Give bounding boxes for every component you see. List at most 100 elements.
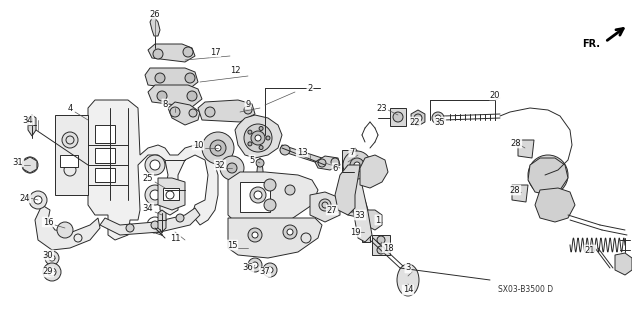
Text: 32: 32 <box>215 161 226 170</box>
Polygon shape <box>315 156 340 170</box>
Circle shape <box>287 229 293 235</box>
Bar <box>163 188 179 200</box>
Text: 10: 10 <box>193 140 204 149</box>
Polygon shape <box>348 148 372 242</box>
Circle shape <box>248 258 262 272</box>
Circle shape <box>155 73 165 83</box>
Text: 1: 1 <box>375 215 380 225</box>
Text: 11: 11 <box>170 234 180 243</box>
Polygon shape <box>158 210 166 232</box>
Circle shape <box>150 190 160 200</box>
Circle shape <box>263 263 277 277</box>
Text: 35: 35 <box>435 117 446 126</box>
Text: 37: 37 <box>260 268 270 276</box>
Circle shape <box>266 136 270 140</box>
Circle shape <box>331 158 339 166</box>
Circle shape <box>29 191 47 209</box>
Circle shape <box>187 91 197 101</box>
Polygon shape <box>55 115 88 195</box>
Polygon shape <box>615 253 632 275</box>
Polygon shape <box>145 68 198 90</box>
Polygon shape <box>535 188 575 222</box>
Text: 2: 2 <box>307 84 313 92</box>
Circle shape <box>157 91 167 101</box>
Text: 34: 34 <box>143 204 154 212</box>
Circle shape <box>210 140 226 156</box>
Circle shape <box>435 115 441 121</box>
Polygon shape <box>228 218 322 258</box>
Circle shape <box>170 107 180 117</box>
Bar <box>60 155 78 167</box>
Circle shape <box>227 163 237 173</box>
Circle shape <box>267 267 273 273</box>
Text: SX03-B3500 D: SX03-B3500 D <box>498 285 553 294</box>
Polygon shape <box>335 165 360 215</box>
Circle shape <box>255 135 261 141</box>
Polygon shape <box>158 178 185 210</box>
Polygon shape <box>168 102 200 125</box>
Circle shape <box>153 49 163 59</box>
Bar <box>95 125 115 143</box>
Bar <box>390 108 406 126</box>
Circle shape <box>205 107 215 117</box>
Circle shape <box>254 191 262 199</box>
Circle shape <box>377 246 385 254</box>
Text: 4: 4 <box>68 103 73 113</box>
Text: 25: 25 <box>143 173 153 182</box>
Circle shape <box>354 162 360 168</box>
Polygon shape <box>340 198 368 218</box>
Circle shape <box>252 262 258 268</box>
Circle shape <box>57 222 73 238</box>
Polygon shape <box>360 155 388 188</box>
Circle shape <box>248 228 262 242</box>
Polygon shape <box>100 208 200 235</box>
Circle shape <box>145 155 165 175</box>
Polygon shape <box>362 210 382 230</box>
Bar <box>240 182 270 212</box>
Circle shape <box>145 185 165 205</box>
Polygon shape <box>228 172 318 225</box>
Circle shape <box>45 251 59 265</box>
Circle shape <box>264 199 276 211</box>
Circle shape <box>185 73 195 83</box>
Text: 26: 26 <box>150 10 161 19</box>
Text: 30: 30 <box>43 251 53 260</box>
Text: FR.: FR. <box>582 39 600 49</box>
Polygon shape <box>518 140 534 158</box>
Circle shape <box>528 155 568 195</box>
Circle shape <box>183 47 193 57</box>
Polygon shape <box>28 115 36 136</box>
Bar <box>280 145 325 164</box>
Circle shape <box>150 160 160 170</box>
Text: 7: 7 <box>349 148 355 156</box>
Text: 21: 21 <box>585 245 595 254</box>
Circle shape <box>344 178 352 186</box>
Circle shape <box>244 124 272 152</box>
Text: 16: 16 <box>43 218 53 227</box>
Circle shape <box>283 225 297 239</box>
Circle shape <box>344 158 352 166</box>
Text: 24: 24 <box>20 194 30 203</box>
Text: 18: 18 <box>383 244 393 252</box>
Text: 23: 23 <box>377 103 387 113</box>
Circle shape <box>343 151 371 179</box>
Circle shape <box>62 132 78 148</box>
Circle shape <box>248 130 252 134</box>
Text: 36: 36 <box>243 263 253 273</box>
Circle shape <box>151 221 159 229</box>
Polygon shape <box>198 100 255 122</box>
Polygon shape <box>528 158 568 195</box>
Text: 31: 31 <box>13 157 23 166</box>
Polygon shape <box>411 110 425 126</box>
Bar <box>362 230 370 242</box>
Text: 6: 6 <box>332 164 337 172</box>
Circle shape <box>189 109 197 117</box>
Text: 19: 19 <box>349 228 360 236</box>
Polygon shape <box>35 205 100 250</box>
Circle shape <box>202 132 234 164</box>
Circle shape <box>250 187 266 203</box>
Text: 28: 28 <box>509 186 520 195</box>
Text: 8: 8 <box>162 100 167 108</box>
Text: 12: 12 <box>230 66 240 75</box>
Polygon shape <box>148 85 202 107</box>
